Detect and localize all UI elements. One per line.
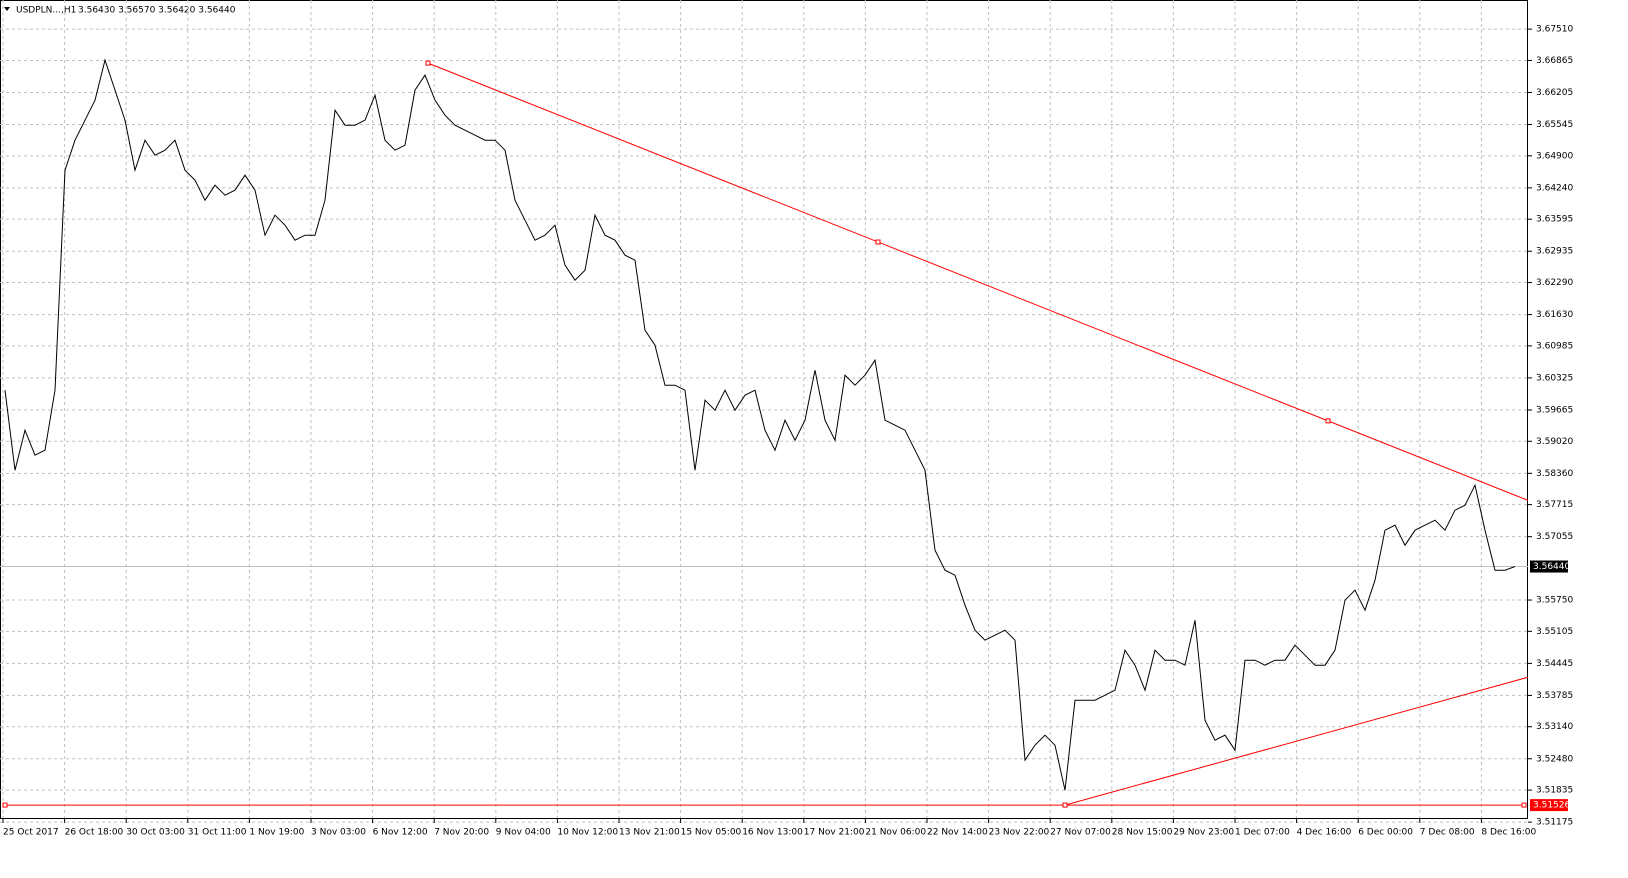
x-tick-label: 6 Dec 00:00 [1358, 828, 1413, 838]
anchor [1521, 802, 1527, 808]
x-tick-label: 29 Nov 23:00 [1173, 828, 1234, 838]
y-tick-label: 3.62935 [1536, 247, 1573, 257]
x-tick-label: 23 Nov 22:00 [989, 828, 1050, 838]
y-tick-label: 3.60985 [1536, 341, 1573, 351]
x-tick-label: 30 Oct 03:00 [126, 828, 185, 838]
y-tick-label: 3.65545 [1536, 120, 1573, 130]
y-tick-label: 3.51835 [1536, 786, 1573, 796]
x-tick-label: 13 Nov 21:00 [619, 828, 680, 838]
hline-price-label: 3.51526 [1533, 801, 1570, 811]
y-tick-label: 3.64240 [1536, 183, 1573, 193]
y-tick-label: 3.55105 [1536, 627, 1573, 637]
x-tick-label: 26 Oct 18:00 [65, 828, 124, 838]
y-tick-label: 3.55750 [1536, 596, 1573, 606]
last-price-box [1530, 560, 1568, 573]
anchor [1062, 802, 1068, 808]
y-tick-label: 3.59665 [1536, 405, 1573, 415]
last-price-label: 3.56440 [1533, 562, 1570, 572]
x-tick-label: 28 Nov 15:00 [1112, 828, 1173, 838]
y-tick-label: 3.66865 [1536, 56, 1573, 66]
x-tick-label: 3 Nov 03:00 [311, 828, 366, 838]
anchor [875, 239, 881, 245]
x-tick-label: 9 Nov 04:00 [496, 828, 551, 838]
x-tick-label: 17 Nov 21:00 [804, 828, 865, 838]
y-tick-label: 3.62290 [1536, 278, 1573, 288]
ohlc: 3.56430 3.56570 3.56420 3.56440 [78, 6, 236, 16]
x-tick-label: 6 Nov 12:00 [373, 828, 428, 838]
x-tick-label: 7 Dec 08:00 [1420, 828, 1475, 838]
trendline [427, 62, 1529, 501]
y-tick-label: 3.63595 [1536, 215, 1573, 225]
hline-price-box [1530, 799, 1568, 812]
x-tick-label: 31 Oct 11:00 [188, 828, 247, 838]
y-tick-label: 3.53785 [1536, 691, 1573, 701]
chart-title: USDPLN...,H1 [16, 6, 76, 16]
x-tick-label: 4 Dec 16:00 [1297, 828, 1352, 838]
y-tick-label: 3.57055 [1536, 532, 1573, 542]
x-tick-label: 22 Nov 14:00 [927, 828, 988, 838]
y-tick-label: 3.61630 [1536, 310, 1573, 320]
price-line [4, 58, 1516, 791]
menu-arrow [4, 7, 10, 11]
x-tick-label: 1 Nov 19:00 [249, 828, 304, 838]
x-tick-label: 27 Nov 07:00 [1050, 828, 1111, 838]
y-tick-label: 3.64900 [1536, 151, 1573, 161]
anchor [2, 802, 8, 808]
anchor [1325, 418, 1331, 424]
x-tick-label: 25 Oct 2017 [3, 828, 59, 838]
y-tick-label: 3.67510 [1536, 25, 1573, 35]
y-tick-label: 3.58360 [1536, 469, 1573, 479]
y-tick-label: 3.52480 [1536, 754, 1573, 764]
y-tick-label: 3.51175 [1536, 818, 1573, 828]
y-tick-label: 3.53140 [1536, 722, 1573, 732]
y-tick-label: 3.66205 [1536, 88, 1573, 98]
y-tick-label: 3.59020 [1536, 437, 1573, 447]
y-tick-label: 3.54445 [1536, 659, 1573, 669]
anchor [425, 60, 431, 66]
y-tick-label: 3.60325 [1536, 373, 1573, 383]
x-tick-label: 10 Nov 12:00 [557, 828, 618, 838]
x-tick-label: 16 Nov 13:00 [742, 828, 803, 838]
x-tick-label: 1 Dec 07:00 [1235, 828, 1290, 838]
x-tick-label: 7 Nov 20:00 [434, 828, 489, 838]
trendline [1064, 676, 1529, 806]
x-tick-label: 8 Dec 16:00 [1481, 828, 1536, 838]
x-tick-label: 15 Nov 05:00 [681, 828, 742, 838]
y-tick-label: 3.57715 [1536, 500, 1573, 510]
x-tick-label: 21 Nov 06:00 [865, 828, 926, 838]
